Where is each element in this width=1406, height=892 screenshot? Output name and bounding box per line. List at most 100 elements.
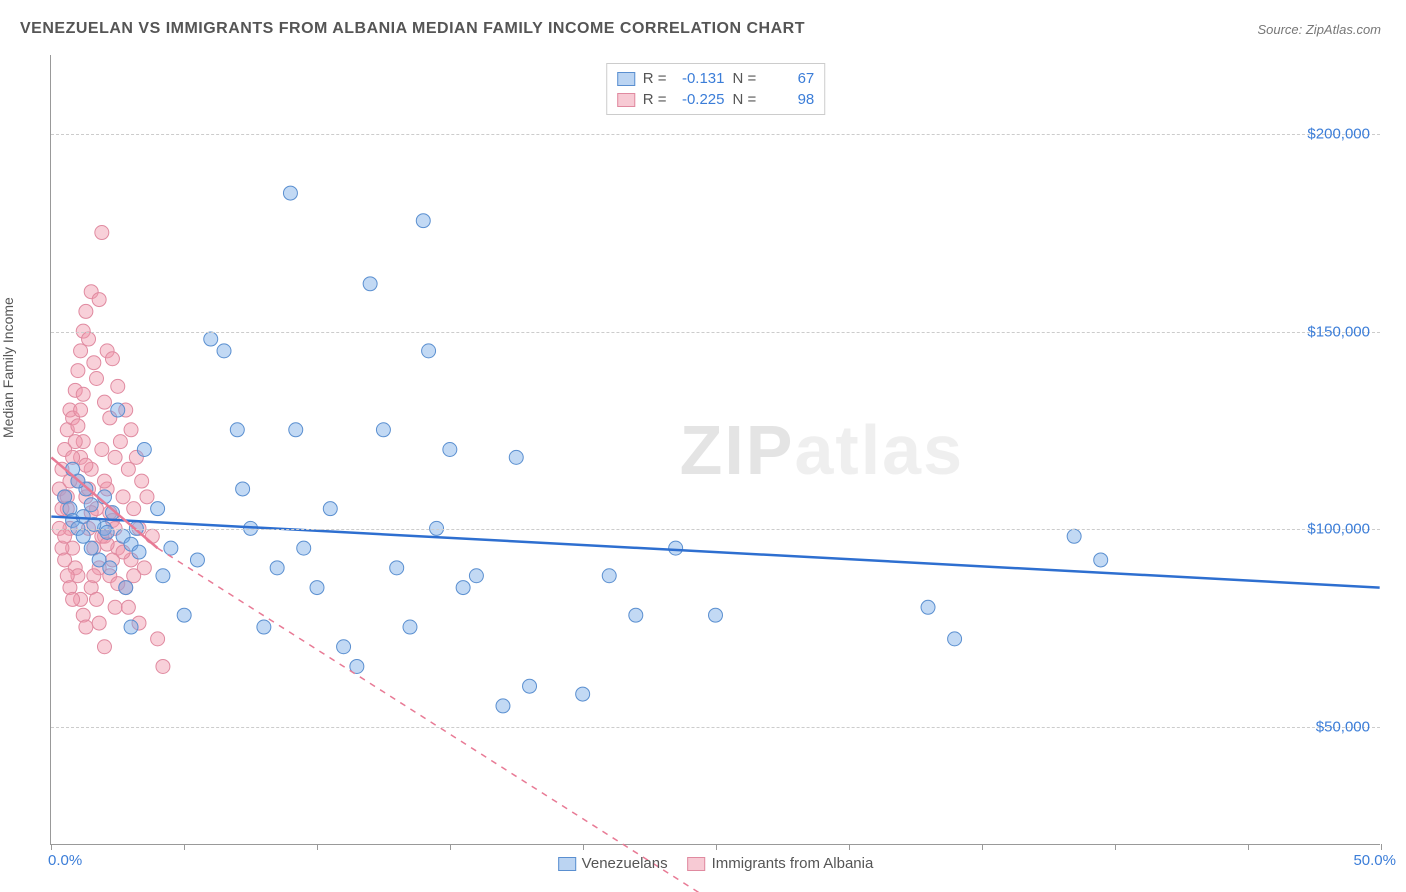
swatch-pink-icon	[688, 857, 706, 871]
scatter-point	[100, 525, 114, 539]
x-tick	[716, 844, 717, 850]
x-tick	[1381, 844, 1382, 850]
scatter-point	[71, 419, 85, 433]
scatter-point	[137, 443, 151, 457]
correlation-stats-box: R = -0.131 N = 67 R = -0.225 N = 98	[606, 63, 826, 115]
scatter-point	[164, 541, 178, 555]
scatter-point	[68, 435, 82, 449]
legend: Venezuelans Immigrants from Albania	[558, 855, 874, 872]
scatter-point	[92, 616, 106, 630]
x-tick	[184, 844, 185, 850]
scatter-point	[127, 569, 141, 583]
y-tick-label: $100,000	[1307, 521, 1370, 538]
chart-title: VENEZUELAN VS IMMIGRANTS FROM ALBANIA ME…	[20, 20, 805, 38]
swatch-blue-icon	[617, 72, 635, 86]
scatter-point	[156, 659, 170, 673]
scatter-point	[230, 423, 244, 437]
scatter-point	[66, 592, 80, 606]
scatter-point	[416, 214, 430, 228]
scatter-point	[310, 581, 324, 595]
regression-line	[158, 548, 716, 892]
scatter-point	[121, 462, 135, 476]
scatter-point	[270, 561, 284, 575]
x-tick	[982, 844, 983, 850]
scatter-point	[443, 443, 457, 457]
scatter-point	[709, 608, 723, 622]
scatter-point	[103, 561, 117, 575]
scatter-point	[403, 620, 417, 634]
scatter-point	[629, 608, 643, 622]
x-tick	[1115, 844, 1116, 850]
scatter-point	[190, 553, 204, 567]
scatter-point	[97, 474, 111, 488]
scatter-point	[376, 423, 390, 437]
scatter-point	[108, 450, 122, 464]
scatter-point	[58, 529, 72, 543]
legend-item-venezuelans: Venezuelans	[558, 855, 668, 872]
scatter-point	[127, 502, 141, 516]
scatter-point	[509, 450, 523, 464]
scatter-point	[469, 569, 483, 583]
x-tick	[849, 844, 850, 850]
scatter-point	[576, 687, 590, 701]
y-tick-label: $50,000	[1316, 718, 1370, 735]
scatter-point	[95, 226, 109, 240]
scatter-point	[151, 502, 165, 516]
gridline	[51, 529, 1380, 530]
scatter-point	[119, 581, 133, 595]
scatter-point	[82, 332, 96, 346]
gridline	[51, 332, 1380, 333]
scatter-point	[71, 364, 85, 378]
scatter-point	[422, 344, 436, 358]
scatter-point	[79, 458, 93, 472]
scatter-point	[105, 352, 119, 366]
y-axis-label: Median Family Income	[0, 297, 16, 438]
y-tick-label: $150,000	[1307, 323, 1370, 340]
source-attribution: Source: ZipAtlas.com	[1257, 22, 1381, 37]
scatter-point	[151, 632, 165, 646]
scatter-point	[1067, 529, 1081, 543]
x-axis-max-label: 50.0%	[1353, 852, 1396, 869]
gridline	[51, 727, 1380, 728]
scatter-point	[669, 541, 683, 555]
scatter-point	[217, 344, 231, 358]
scatter-point	[76, 387, 90, 401]
scatter-point	[145, 529, 159, 543]
scatter-point	[390, 561, 404, 575]
scatter-point	[140, 490, 154, 504]
scatter-point	[456, 581, 470, 595]
scatter-point	[87, 569, 101, 583]
scatter-point	[79, 620, 93, 634]
y-tick-label: $200,000	[1307, 126, 1370, 143]
scatter-point	[602, 569, 616, 583]
swatch-pink-icon	[617, 93, 635, 107]
scatter-point	[90, 371, 104, 385]
scatter-point	[337, 640, 351, 654]
scatter-point	[113, 435, 127, 449]
scatter-point	[135, 474, 149, 488]
scatter-point	[76, 529, 90, 543]
scatter-point	[124, 620, 138, 634]
scatter-point	[523, 679, 537, 693]
scatter-point	[108, 600, 122, 614]
scatter-point	[132, 545, 146, 559]
swatch-blue-icon	[558, 857, 576, 871]
scatter-point	[283, 186, 297, 200]
scatter-point	[95, 443, 109, 457]
scatter-point	[177, 608, 191, 622]
scatter-point	[1094, 553, 1108, 567]
scatter-point	[236, 482, 250, 496]
scatter-point	[257, 620, 271, 634]
x-tick	[583, 844, 584, 850]
scatter-point	[97, 640, 111, 654]
x-tick	[1248, 844, 1249, 850]
scatter-point	[921, 600, 935, 614]
scatter-point	[297, 541, 311, 555]
stats-row-pink: R = -0.225 N = 98	[617, 89, 815, 110]
x-tick	[51, 844, 52, 850]
scatter-point	[323, 502, 337, 516]
stats-row-blue: R = -0.131 N = 67	[617, 68, 815, 89]
scatter-point	[79, 304, 93, 318]
scatter-point	[90, 592, 104, 606]
x-tick	[317, 844, 318, 850]
